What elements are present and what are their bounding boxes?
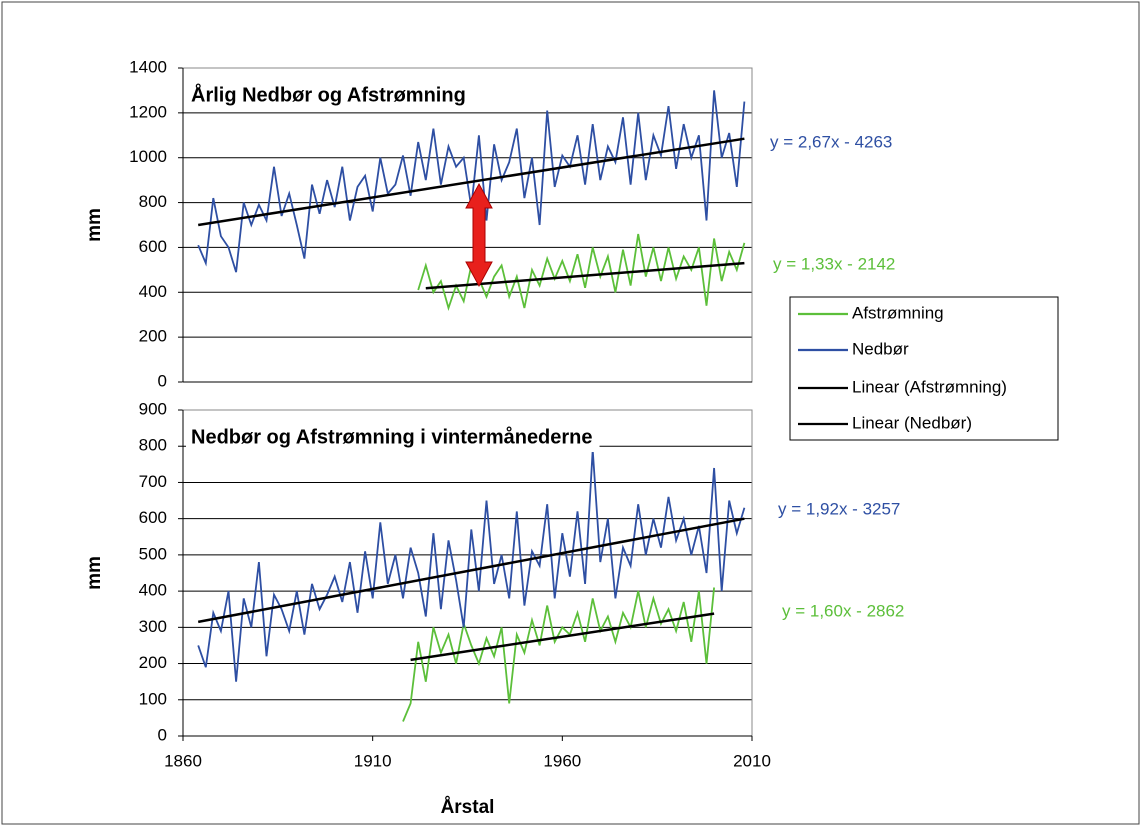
equation: y = 1,92x - 3257 [778,499,900,518]
y-tick-label: 900 [139,399,167,418]
x-tick-label: 1910 [354,751,392,770]
y-tick-label: 400 [139,581,167,600]
y-tick-label: 600 [139,508,167,527]
y-tick-label: 200 [139,653,167,672]
y-tick-label: 1200 [129,102,167,121]
y-tick-label: 1000 [129,147,167,166]
y-tick-label: 500 [139,544,167,563]
series-line [198,137,745,227]
y-tick-label: 200 [139,327,167,346]
panel-title: Nedbør og Afstrømning i vintermånederne [191,425,593,448]
series-line [197,517,745,624]
legend-label: Nedbør [852,339,909,358]
equation: y = 1,60x - 2862 [782,601,904,620]
legend-label: Linear (Nedbør) [852,413,972,432]
y-tick-label: 400 [139,282,167,301]
y-tick-label: 0 [158,725,167,744]
y-tick-label: 700 [139,472,167,491]
equation: y = 2,67x - 4263 [770,132,892,151]
y-tick-label: 600 [139,237,167,256]
y-tick-label: 100 [139,689,167,708]
x-tick-label: 1860 [164,751,202,770]
x-axis-label: Årstal [441,797,495,818]
y-tick-label: 0 [158,371,167,390]
y-tick-label: 1400 [129,57,167,76]
y-axis-label: mm [84,208,105,242]
legend-box [789,296,1059,441]
y-tick-label: 800 [139,436,167,455]
series-line [410,612,715,662]
y-axis-label: mm [84,556,105,590]
legend-label: Linear (Afstrømning) [852,377,1007,396]
y-tick-label: 300 [139,617,167,636]
title-box [186,422,600,452]
y-tick-label: 800 [139,192,167,211]
series-line [197,449,746,682]
title-box [186,80,473,110]
x-tick-label: 1960 [543,751,581,770]
legend-label: Afstrømning [852,303,944,322]
difference-arrow [465,182,493,288]
panel-title: Årlig Nedbør og Afstrømning [191,82,466,106]
x-tick-label: 2010 [733,751,771,770]
equation: y = 1,33x - 2142 [773,254,895,273]
